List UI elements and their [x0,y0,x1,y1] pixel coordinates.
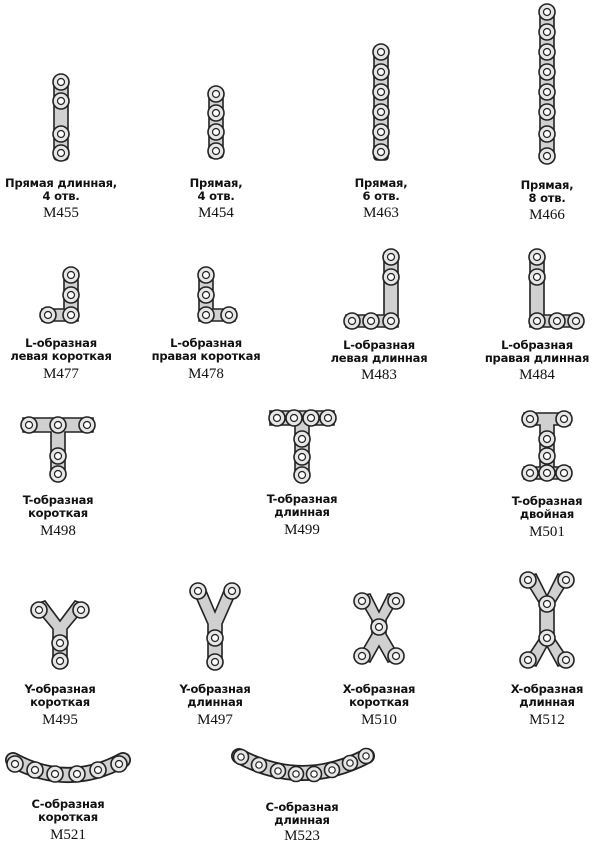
plate-name-line-1: Y-образная [24,682,96,696]
plate-name-line-1: T-образная [266,492,338,506]
plate-name-line-1: X-образная [510,682,584,696]
plate-code: M454 [198,205,234,221]
l-plate-icon [528,248,585,330]
plate-name-line-2: 8 отв. [528,191,566,205]
plate-code: M523 [284,828,320,844]
c-plate-icon [231,747,375,783]
plate-name-line-1: L-образная [343,338,415,352]
plate-name-line-1: Прямая, [189,176,243,190]
plate-name-line-1: T-образная [22,493,94,507]
t-plate-icon [268,409,337,484]
plate-code: M501 [529,524,565,540]
plate-name-line-1: L-образная [25,336,97,350]
l-plate-icon [197,266,238,324]
plate-name-line-2: длинная [274,813,330,827]
plate-name-line-2: двойная [519,507,575,521]
plate-name-line-1: С-образная [265,800,339,814]
plate-code: M455 [43,205,79,221]
plate-name-line-2: длинная [187,695,243,709]
plate-name-line-2: левая длинная [330,351,428,365]
plate-code: M495 [42,712,78,728]
y-plate-icon [189,582,241,671]
plate-name-line-1: L-образная [501,338,573,352]
plate-code: M498 [40,523,76,539]
plate-name-line-2: левая короткая [10,349,112,363]
t-plate-icon [20,416,96,483]
l-plate-icon [39,266,80,324]
straight-plate-icon [52,73,70,162]
plate-code: M484 [519,367,555,383]
plate-code: M521 [50,827,86,843]
plate-code: M466 [529,207,565,223]
plate-name-line-1: Y-образная [179,682,251,696]
plate-name-line-2: короткая [30,695,90,709]
plate-name-line-1: Прямая, [520,178,574,192]
plate-name-line-2: правая короткая [151,349,261,363]
plate-code: M499 [284,522,320,538]
plate-name-line-1: T-образная [511,494,583,508]
plate-name-line-2: короткая [349,695,409,709]
plate-name-line-1: X-образная [342,682,416,696]
straight-plate-icon [372,43,390,161]
plate-name-line-2: правая длинная [484,351,590,365]
plate-name-line-2: длинная [274,505,330,519]
y-plate-icon [30,600,90,670]
plate-name-line-1: С-образная [31,797,105,811]
plate-name-line-2: 4 отв. [42,189,80,203]
plate-name-line-1: L-образная [170,336,242,350]
plate-name-line-2: короткая [28,506,88,520]
t-plate-icon [521,410,573,482]
plate-name-line-2: 6 отв. [362,189,400,203]
plate-name-line-1: Прямая длинная, [5,176,117,190]
plate-code: M483 [361,367,397,383]
c-plate-icon [5,752,131,783]
plate-code: M463 [363,205,399,221]
plate-name-line-2: короткая [38,810,98,824]
plate-code: M512 [529,712,565,728]
plate-name-line-2: 4 отв. [197,189,235,203]
straight-plate-icon [538,3,556,165]
l-plate-icon [343,248,400,330]
plate-name-line-1: Прямая, [354,176,408,190]
plate-code: M497 [197,712,233,728]
plate-code: M510 [361,712,397,728]
plate-code: M477 [43,366,79,382]
x-plate-icon [519,571,575,669]
x-plate-icon [353,592,405,665]
plate-code: M478 [188,366,224,382]
straight-plate-icon [207,85,225,160]
plate-name-line-2: длинная [519,695,575,709]
